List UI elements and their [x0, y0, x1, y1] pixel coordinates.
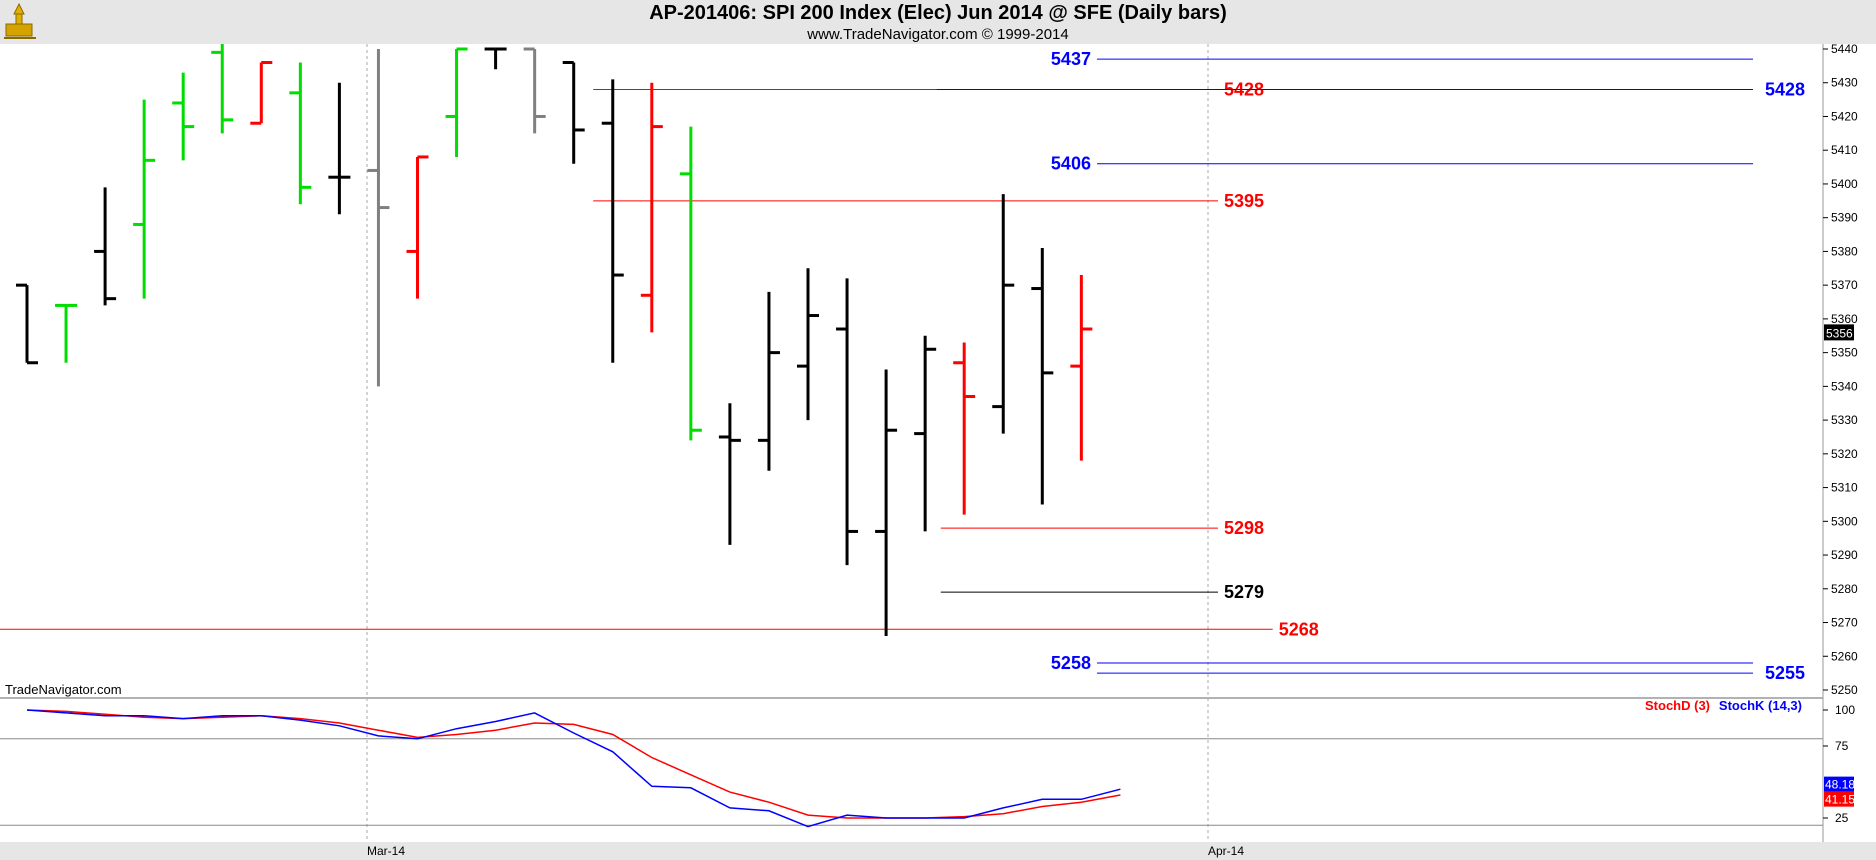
level-label-5437: 5437 — [1051, 49, 1091, 69]
chart-grid — [0, 44, 1876, 860]
ohlc-bar — [55, 303, 78, 363]
price-tick-label: 5350 — [1831, 346, 1858, 360]
price-tick-label: 5260 — [1831, 649, 1858, 663]
level-label-5406: 5406 — [1051, 154, 1091, 174]
price-tick-label: 5250 — [1831, 683, 1858, 697]
price-tick-label: 5380 — [1831, 244, 1858, 258]
price-tick-label: 5330 — [1831, 413, 1858, 427]
ohlc-bar — [679, 126, 702, 441]
chart-header-bar — [0, 0, 1876, 44]
ohlc-bar — [406, 155, 429, 299]
ohlc-bar — [601, 79, 624, 363]
current-price-label: 5356 — [1826, 326, 1853, 340]
stoch-k-value-box — [1824, 776, 1854, 792]
date-axis-background — [0, 842, 1876, 860]
price-tick-label: 5360 — [1831, 312, 1858, 326]
ohlc-bar — [16, 283, 38, 365]
stoch-k-value: 48.18 — [1825, 778, 1855, 792]
price-tick-label: 5320 — [1831, 447, 1858, 461]
level-label-5395: 5395 — [1224, 191, 1264, 211]
stoch-k-line — [26, 709, 1121, 828]
ohlc-bar — [367, 49, 390, 387]
ohlc-bar — [562, 60, 585, 164]
ohlc-bar — [953, 342, 976, 515]
ohlc-bar — [328, 82, 351, 215]
level-label-5258: 5258 — [1051, 653, 1091, 673]
date-axis: Mar-14 Apr-14 — [367, 844, 1244, 858]
stoch-k-legend: StochK (14,3) — [1719, 698, 1802, 713]
ohlc-bar — [523, 47, 546, 134]
price-tick-label: 5290 — [1831, 548, 1858, 562]
ohlc-bar — [133, 99, 156, 299]
ohlc-bar — [914, 335, 937, 532]
price-tick-label: 5430 — [1831, 76, 1858, 90]
stoch-tick-label: 25 — [1835, 811, 1849, 825]
ohlc-bar — [445, 47, 468, 157]
ohlc-bars — [16, 44, 1093, 637]
ohlc-bar — [94, 187, 117, 306]
level-label-5428: 5428 — [1765, 79, 1805, 99]
ohlc-bar — [211, 44, 234, 134]
stoch-d-line — [26, 709, 1121, 819]
price-tick-label: 5370 — [1831, 278, 1858, 292]
price-tick-label: 5420 — [1831, 109, 1858, 123]
ohlc-bar — [640, 82, 663, 333]
stoch-tick-label: 100 — [1835, 703, 1855, 717]
watermark: TradeNavigator.com — [5, 682, 122, 697]
price-tick-label: 5310 — [1831, 481, 1858, 495]
level-label-5279: 5279 — [1224, 582, 1264, 602]
ohlc-bar — [875, 369, 898, 637]
ohlc-bar — [250, 60, 273, 125]
date-label: Apr-14 — [1208, 844, 1244, 858]
ohlc-bar — [757, 291, 780, 471]
ohlc-bar — [484, 47, 507, 70]
price-tick-label: 5340 — [1831, 379, 1858, 393]
ohlc-bar — [718, 403, 741, 545]
price-tick-label: 5280 — [1831, 582, 1858, 596]
ohlc-bar — [1031, 248, 1054, 505]
ohlc-bar — [836, 278, 859, 566]
price-tick-label: 5270 — [1831, 616, 1858, 630]
price-tick-label: 5300 — [1831, 514, 1858, 528]
price-tick-label: 5390 — [1831, 211, 1858, 225]
price-tick-label: 5400 — [1831, 177, 1858, 191]
level-label-5298: 5298 — [1224, 518, 1264, 538]
ohlc-bar — [172, 72, 195, 161]
chart-title: AP-201406: SPI 200 Index (Elec) Jun 2014… — [649, 2, 1227, 24]
trade-navigator-logo-icon — [4, 2, 36, 39]
price-tick-label: 5440 — [1831, 42, 1858, 56]
ohlc-bar — [289, 62, 312, 205]
current-price-box — [1824, 324, 1854, 341]
chart-subtitle: www.TradeNavigator.com © 1999-2014 — [807, 26, 1069, 43]
level-label-5268: 5268 — [1279, 619, 1319, 639]
stoch-d-value-box — [1824, 791, 1854, 807]
ohlc-bar — [992, 194, 1015, 434]
price-tick-label: 5410 — [1831, 143, 1858, 157]
stoch-d-value: 41.15 — [1825, 793, 1855, 807]
stoch-tick-label: 75 — [1835, 739, 1849, 753]
ohlc-bar — [1070, 275, 1093, 461]
price-axis: 5250 5260 5270 5280 5290 5300 5310 5320 5330 5340… — [1823, 42, 1858, 697]
ohlc-bar — [797, 268, 819, 421]
date-label: Mar-14 — [367, 844, 405, 858]
level-label-5255: 5255 — [1765, 663, 1805, 683]
stoch-d-legend: StochD (3) — [1645, 698, 1710, 713]
